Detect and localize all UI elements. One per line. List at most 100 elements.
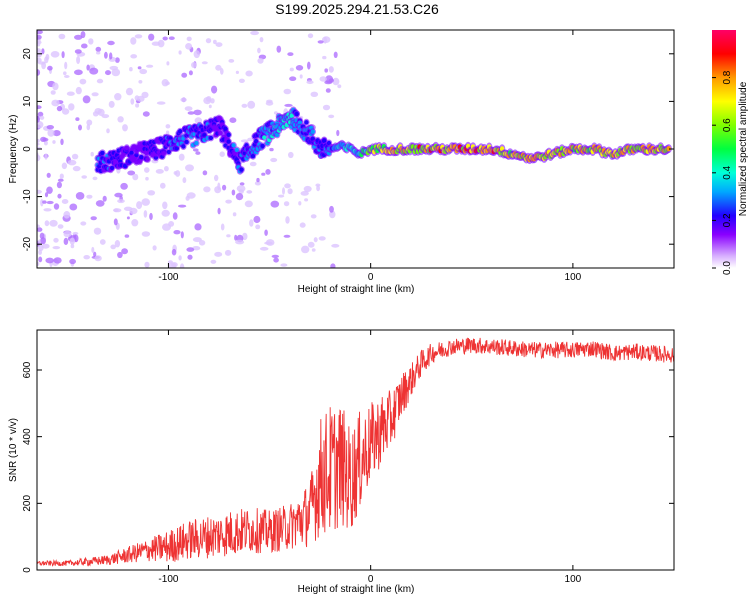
noise-blob: [57, 178, 64, 182]
noise-blob: [124, 234, 130, 238]
ridge-core: [129, 150, 134, 156]
noise-blob: [46, 125, 54, 130]
noise-blob: [89, 67, 99, 75]
ridge-core: [239, 167, 244, 172]
noise-blob: [37, 61, 46, 65]
colorbar-label: Normalized spectral amplitude: [738, 81, 749, 216]
noise-blob: [82, 95, 91, 104]
colorbar-gradient: [712, 30, 736, 268]
noise-blob: [299, 74, 303, 79]
ridge-core: [194, 140, 199, 146]
ridge-core: [178, 129, 183, 134]
noise-blob: [40, 199, 44, 207]
noise-blob: [288, 151, 294, 159]
noise-blob: [40, 237, 46, 245]
noise-blob: [52, 140, 56, 144]
ridge-core: [234, 147, 239, 153]
spectrogram-y-ticks: -20 -10 0 10 20: [22, 48, 674, 251]
ridge-core: [145, 157, 150, 162]
noise-blob: [113, 218, 118, 226]
noise-blob: [129, 67, 133, 72]
colorbar: 0.0 0.2 0.4 0.6 0.8 Normalized spectral ampl…: [712, 30, 749, 275]
noise-blob: [109, 52, 113, 60]
noise-blob: [113, 208, 119, 213]
noise-blob: [283, 234, 291, 238]
ridge-core: [110, 165, 115, 171]
noise-blob: [130, 54, 138, 59]
noise-blob: [245, 70, 253, 77]
noise-blob: [249, 219, 254, 227]
noise-blob: [147, 190, 156, 196]
ridge-core: [226, 132, 231, 137]
noise-blob: [60, 138, 64, 145]
noise-blob: [37, 30, 43, 35]
noise-blob: [168, 262, 177, 268]
noise-blob: [162, 201, 168, 210]
noise-blob: [155, 169, 164, 174]
noise-blob: [257, 47, 261, 54]
snr-series-line: [37, 337, 674, 567]
noise-blob: [265, 239, 275, 246]
noise-blob: [265, 101, 274, 106]
colorbar-tick-label: 0.4: [722, 165, 733, 179]
noise-blob: [265, 169, 271, 175]
noise-blob: [144, 167, 150, 173]
noise-blob: [337, 84, 342, 89]
snr-y-ticks: 0 200 400 600: [22, 361, 674, 573]
noise-blob: [220, 68, 224, 75]
noise-blob: [41, 243, 50, 249]
noise-blob: [319, 76, 327, 82]
noise-blob: [142, 111, 150, 117]
noise-blob: [37, 227, 43, 232]
noise-blob: [46, 172, 51, 178]
noise-blob: [235, 239, 245, 245]
snr-panel: -100 0 100 0 200 400 600 Height of straight l…: [8, 329, 675, 595]
noise-blob: [228, 59, 235, 63]
noise-blob: [332, 77, 340, 86]
noise-blob: [53, 203, 60, 210]
noise-blob: [324, 80, 333, 85]
y-tick-label: 400: [22, 428, 33, 445]
noise-blob: [261, 172, 266, 176]
noise-blob: [171, 248, 177, 256]
noise-blob: [322, 104, 331, 111]
noise-blob: [185, 43, 193, 50]
noise-blob: [93, 227, 102, 235]
noise-blob: [137, 95, 145, 102]
noise-blob: [323, 36, 327, 44]
noise-blob: [213, 39, 217, 45]
noise-blob: [106, 128, 110, 134]
noise-blob: [259, 37, 264, 43]
noise-blob: [68, 103, 75, 111]
noise-blob: [49, 219, 58, 227]
noise-blob: [37, 48, 41, 52]
noise-blob: [53, 237, 59, 243]
noise-blob: [104, 51, 108, 59]
noise-blob: [83, 255, 90, 260]
noise-blob: [306, 80, 314, 85]
y-tick-label: 10: [22, 95, 33, 107]
noise-blob: [63, 211, 71, 219]
noise-blob: [63, 71, 67, 76]
noise-blob: [172, 212, 178, 220]
noise-blob: [178, 153, 185, 161]
y-tick-label: 0: [22, 567, 33, 573]
noise-blob: [91, 92, 99, 97]
ridge-core: [161, 151, 167, 156]
noise-blob: [270, 157, 278, 163]
x-tick-label: 0: [368, 574, 374, 585]
noise-blob: [37, 69, 41, 76]
noise-blob: [192, 237, 202, 243]
colorbar-tick-label: 0.2: [722, 213, 733, 227]
ridge-core: [250, 154, 256, 159]
noise-blob: [92, 176, 98, 181]
noise-blob: [162, 36, 168, 41]
x-tick-label: -100: [158, 272, 178, 283]
noise-blob: [240, 139, 249, 143]
noise-blob: [149, 212, 153, 221]
noise-blob: [46, 186, 53, 194]
noise-blob: [178, 255, 182, 261]
noise-blob: [175, 170, 181, 177]
snr-x-ticks: -100 0 100: [158, 330, 582, 585]
noise-blob: [166, 61, 170, 66]
